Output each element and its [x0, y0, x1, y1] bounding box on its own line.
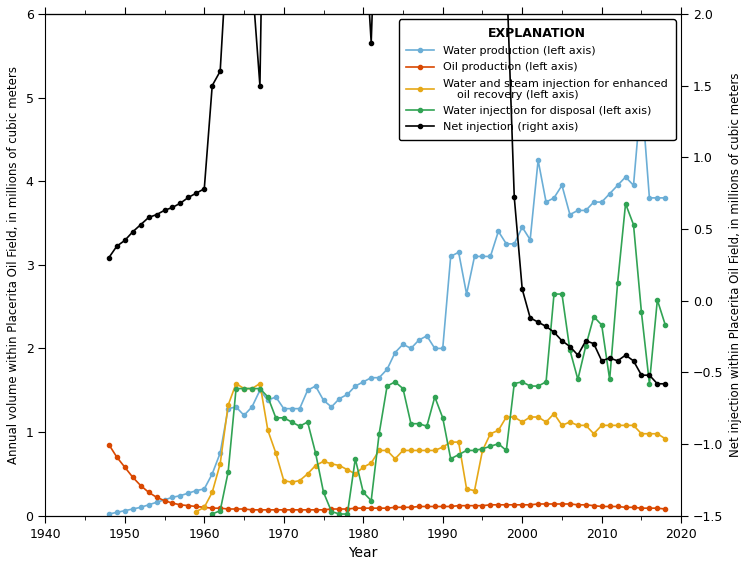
Line: Water production (left axis): Water production (left axis) — [107, 91, 667, 516]
Line: Net injection (right axis): Net injection (right axis) — [107, 0, 667, 386]
Line: Water and steam injection for enhanced oil recovery (left axis): Water and steam injection for enhanced o… — [194, 382, 667, 514]
Water and steam injection for enhanced oil recovery (left axis) — [279, 477, 288, 484]
Water injection for disposal (left axis) — [542, 379, 551, 386]
Water injection for disposal (left axis) — [589, 313, 598, 320]
Water and steam injection for enhanced oil recovery (left axis) — [231, 380, 240, 387]
Water production (left axis) — [637, 90, 646, 97]
Y-axis label: Net injection within Placerita Oil Field, in millions of cubic meters: Net injection within Placerita Oil Field… — [729, 73, 742, 457]
Water production (left axis) — [438, 345, 447, 352]
Water injection for disposal (left axis) — [319, 489, 328, 496]
Line: Oil production (left axis): Oil production (left axis) — [107, 442, 667, 512]
Water production (left axis) — [264, 397, 273, 404]
Oil production (left axis) — [533, 501, 542, 507]
Water injection for disposal (left axis) — [621, 200, 630, 207]
Water and steam injection for enhanced oil recovery (left axis) — [335, 462, 344, 469]
Water production (left axis) — [629, 182, 638, 189]
Water and steam injection for enhanced oil recovery (left axis) — [319, 458, 328, 465]
Water and steam injection for enhanced oil recovery (left axis) — [192, 508, 201, 515]
Oil production (left axis) — [121, 464, 130, 471]
Oil production (left axis) — [271, 506, 280, 513]
Oil production (left axis) — [104, 441, 113, 448]
Oil production (left axis) — [637, 505, 646, 511]
Net injection (right axis) — [661, 380, 670, 387]
Net injection (right axis) — [104, 254, 113, 261]
Water injection for disposal (left axis) — [661, 321, 670, 328]
Water and steam injection for enhanced oil recovery (left axis) — [494, 427, 503, 434]
Line: Water injection for disposal (left axis): Water injection for disposal (left axis) — [210, 202, 667, 516]
Net injection (right axis) — [121, 237, 130, 244]
Water production (left axis) — [661, 194, 670, 201]
Net injection (right axis) — [637, 372, 646, 379]
Y-axis label: Annual volume within Placerita Oil Field, in millions of cubic meters: Annual volume within Placerita Oil Field… — [7, 66, 20, 464]
Water injection for disposal (left axis) — [645, 380, 654, 387]
Oil production (left axis) — [661, 506, 670, 513]
Water production (left axis) — [121, 507, 130, 514]
X-axis label: Year: Year — [348, 546, 378, 560]
Net injection (right axis) — [184, 194, 193, 201]
Net injection (right axis) — [613, 357, 622, 364]
Water and steam injection for enhanced oil recovery (left axis) — [351, 471, 360, 477]
Water injection for disposal (left axis) — [510, 380, 519, 387]
Water production (left axis) — [526, 236, 535, 243]
Oil production (left axis) — [247, 506, 256, 513]
Water and steam injection for enhanced oil recovery (left axis) — [661, 435, 670, 442]
Water production (left axis) — [104, 511, 113, 518]
Oil production (left axis) — [446, 503, 455, 510]
Oil production (left axis) — [383, 505, 392, 511]
Water and steam injection for enhanced oil recovery (left axis) — [359, 464, 368, 471]
Water injection for disposal (left axis) — [207, 511, 216, 518]
Net injection (right axis) — [653, 380, 662, 387]
Water injection for disposal (left axis) — [311, 450, 320, 456]
Legend: Water production (left axis), Oil production (left axis), Water and steam inject: Water production (left axis), Oil produc… — [398, 19, 676, 140]
Water production (left axis) — [374, 374, 383, 381]
